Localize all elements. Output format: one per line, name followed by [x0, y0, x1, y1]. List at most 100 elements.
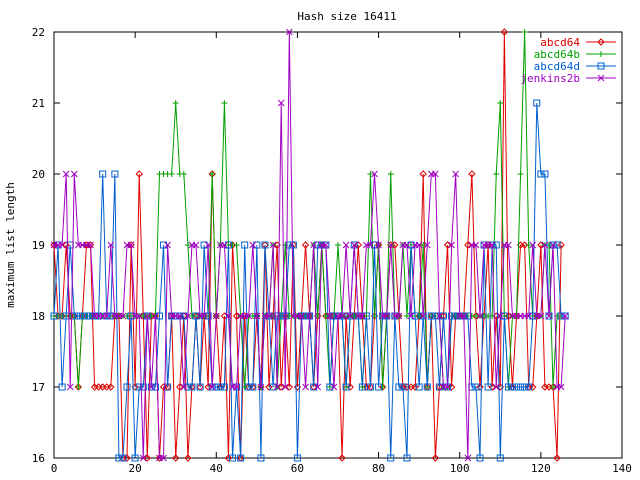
data-point: [273, 383, 281, 391]
data-point: [281, 312, 289, 320]
data-point: [415, 241, 423, 249]
data-point: [265, 383, 273, 391]
data-point: [123, 454, 131, 462]
data-point: [273, 312, 281, 320]
data-point: [448, 241, 455, 249]
data-point: [399, 383, 407, 391]
data-point: [557, 383, 565, 391]
data-point: [411, 312, 419, 320]
data-point: [212, 383, 220, 391]
data-point: [204, 241, 212, 249]
data-point: [431, 454, 440, 462]
data-point: [435, 383, 443, 391]
data-point: [184, 242, 191, 248]
data-point: [342, 312, 350, 320]
x-tick-label: 140: [612, 462, 632, 475]
data-point: [127, 312, 135, 320]
y-tick-label: 21: [32, 97, 45, 110]
data-point: [249, 241, 257, 249]
data-point: [87, 312, 95, 320]
x-tick-label: 60: [291, 462, 304, 475]
data-point: [484, 383, 492, 391]
data-point: [553, 454, 561, 462]
data-point: [367, 171, 374, 177]
axis-ticks: 0 20 40 60 80 100 120 140 16 17 18 19 20 21 22: [32, 26, 632, 475]
data-point: [358, 383, 366, 391]
data-point: [493, 171, 500, 177]
data-point: [497, 100, 504, 106]
data-point: [192, 241, 200, 249]
x-tick-label: 40: [210, 462, 223, 475]
data-point: [302, 383, 309, 391]
data-point: [139, 383, 147, 391]
data-point: [298, 312, 305, 320]
data-point: [549, 241, 557, 249]
data-point: [314, 383, 322, 391]
data-point: [107, 383, 115, 391]
data-point: [557, 241, 565, 249]
data-point: [66, 383, 74, 391]
data-point: [212, 312, 220, 320]
y-tick-label: 17: [32, 381, 45, 394]
data-point: [415, 383, 423, 391]
y-tick-label: 22: [32, 26, 45, 39]
data-point: [366, 383, 374, 391]
data-point: [200, 241, 208, 249]
data-point: [180, 312, 188, 320]
data-point: [416, 313, 423, 319]
data-point: [387, 171, 394, 177]
data-point: [375, 241, 382, 249]
data-point: [504, 383, 512, 391]
data-point: [541, 170, 549, 178]
data-point: [75, 384, 82, 390]
legend-marker: [597, 74, 605, 82]
y-tick-label: 18: [32, 310, 45, 323]
data-point: [358, 312, 367, 320]
data-point: [550, 384, 557, 390]
legend-label: abcd64d: [534, 60, 580, 73]
data-point: [184, 312, 192, 320]
data-point: [241, 241, 249, 249]
data-point: [387, 454, 395, 462]
data-point: [160, 454, 167, 462]
data-point: [537, 241, 545, 249]
data-point: [342, 241, 350, 249]
data-point: [358, 312, 366, 320]
data-point: [119, 454, 127, 462]
data-point: [135, 312, 143, 320]
data-point: [237, 454, 245, 462]
x-tick-label: 120: [531, 462, 551, 475]
data-point: [521, 29, 528, 35]
data-point: [232, 312, 241, 320]
data-point: [188, 383, 196, 391]
data-point: [135, 383, 143, 391]
data-point: [224, 454, 233, 462]
data-point: [253, 312, 261, 320]
series-jenkins2b: [50, 28, 569, 462]
data-point: [338, 454, 346, 462]
data-point: [537, 170, 545, 178]
data-point: [533, 99, 541, 107]
data-point: [488, 383, 496, 391]
data-point: [492, 383, 500, 391]
data-point: [82, 312, 90, 320]
y-tick-label: 19: [32, 239, 45, 252]
data-point: [265, 312, 273, 320]
data-point: [216, 383, 224, 391]
legend-label: jenkins2b: [520, 72, 580, 85]
data-point: [184, 454, 192, 462]
data-point: [314, 241, 322, 249]
data-point: [204, 312, 212, 320]
data-point: [432, 170, 439, 178]
data-point: [180, 383, 188, 391]
data-point: [505, 241, 512, 249]
data-point: [403, 313, 410, 319]
data-point: [379, 384, 386, 390]
data-point: [50, 312, 58, 320]
data-point: [70, 170, 78, 178]
data-point: [537, 312, 545, 320]
data-point: [99, 170, 107, 178]
data-point: [221, 241, 228, 249]
data-point: [504, 312, 513, 320]
data-point: [472, 383, 480, 391]
